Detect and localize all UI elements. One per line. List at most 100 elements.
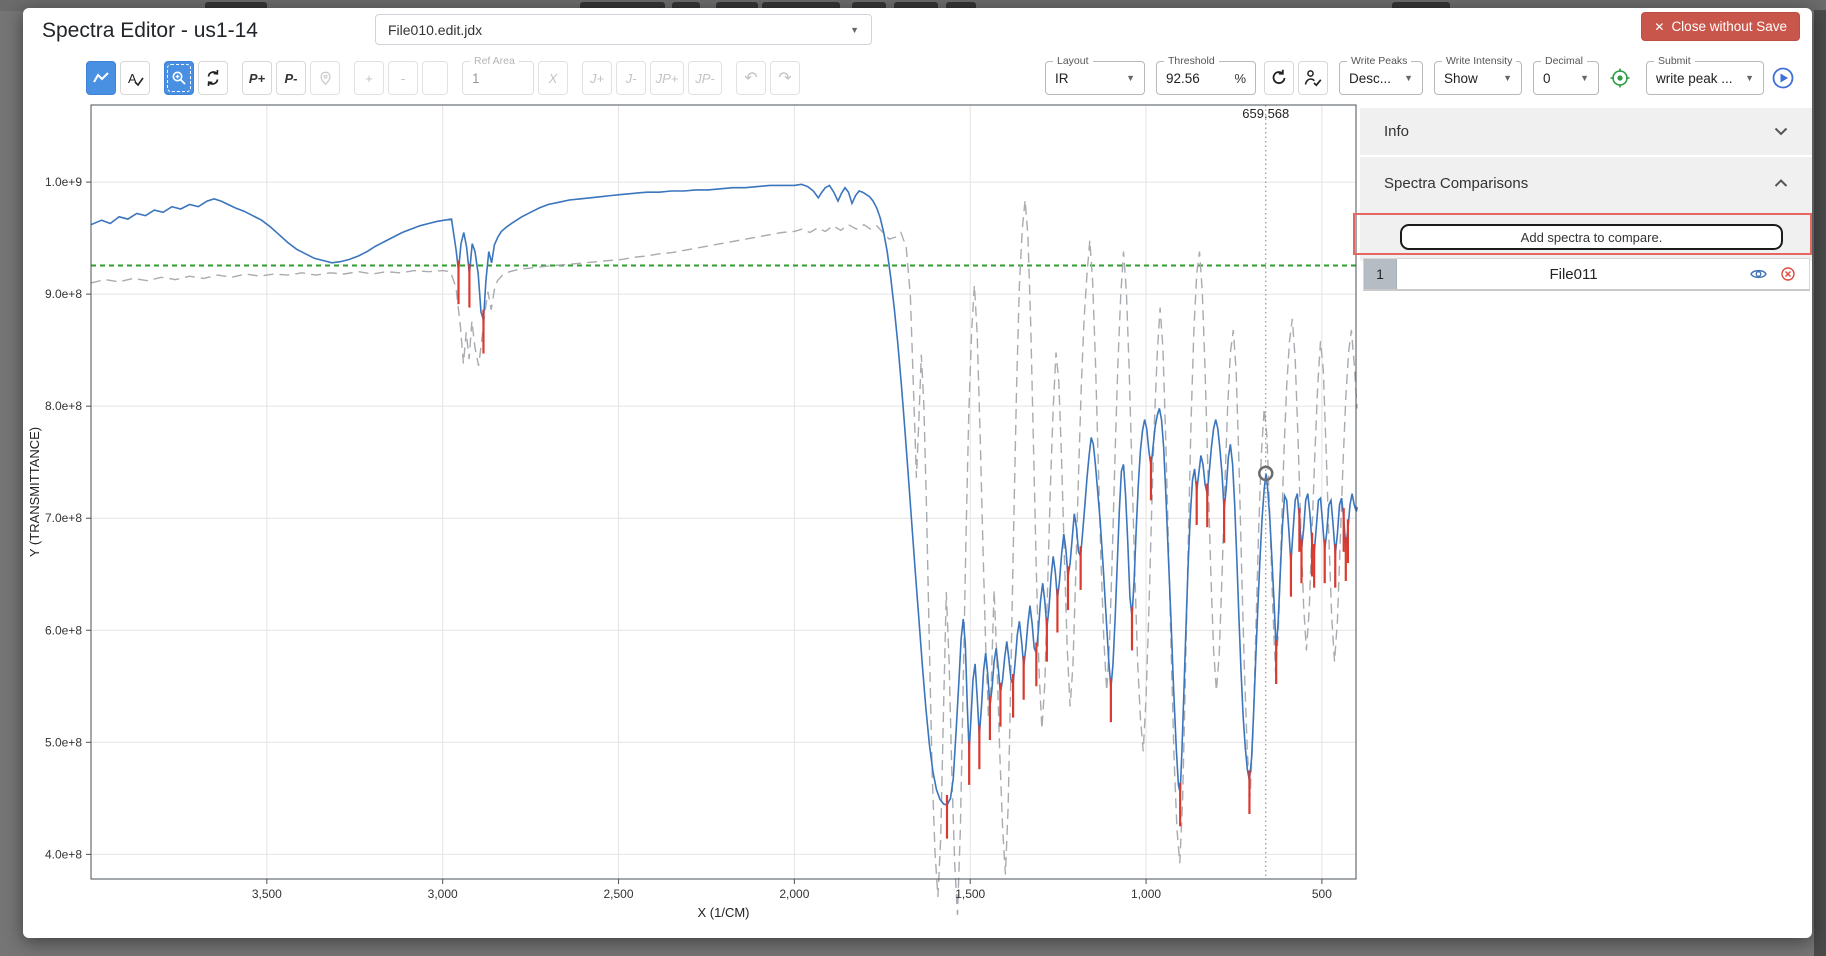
y-tick-label: 7.0e+8: [45, 511, 82, 525]
plot-border: [91, 105, 1356, 879]
layout-label: Layout: [1053, 55, 1093, 67]
auto-pick-peaks-button[interactable]: [1298, 61, 1328, 95]
ref-area-label: Ref Area: [470, 55, 519, 67]
layout-value: IR: [1055, 71, 1069, 86]
threshold-label: Threshold: [1164, 55, 1219, 67]
comparison-row[interactable]: 1 File011: [1363, 258, 1810, 291]
y-tick-label: 4.0e+8: [45, 847, 82, 861]
close-icon: ✕: [1654, 20, 1664, 34]
y-tick-label: 6.0e+8: [45, 623, 82, 637]
decimal-label: Decimal: [1541, 55, 1587, 67]
x-tick-label: 1,000: [1131, 887, 1161, 901]
add-spectra-button[interactable]: Add spectra to compare.: [1400, 224, 1783, 250]
undo-icon: ↶: [744, 68, 757, 88]
zoom-select-dashed-frame: [167, 64, 191, 92]
spectra-editor-dialog: Spectra Editor - us1-14 File010.edit.jdx…: [23, 8, 1812, 938]
chevron-down-icon: ▼: [1495, 73, 1512, 83]
chevron-down-icon: ▼: [850, 25, 859, 35]
reset-zoom-icon: [204, 69, 222, 87]
person-check-icon: [1304, 69, 1322, 87]
comparison-row-index: 1: [1364, 259, 1397, 289]
chevron-down-icon: ▼: [1572, 73, 1589, 83]
location-pin-icon: [318, 70, 333, 87]
spectra-comparisons-section: Spectra Comparisons Add spectra to compa…: [1360, 157, 1812, 261]
write-peaks-select[interactable]: Write Peaks Desc... ▼: [1339, 61, 1423, 95]
decimal-select[interactable]: Decimal 0 ▼: [1533, 61, 1599, 95]
y-axis-title: Y (TRANSMITTANCE): [27, 427, 42, 557]
close-button-label: Close without Save: [1671, 19, 1787, 34]
reset-zoom-button[interactable]: [198, 61, 228, 95]
circle-x-icon: [1781, 267, 1795, 281]
threshold-field[interactable]: Threshold 92.56 %: [1156, 61, 1256, 95]
refresh-icon: [1270, 69, 1288, 87]
write-peaks-label: Write Peaks: [1347, 55, 1411, 67]
chevron-down-icon: ▼: [1118, 73, 1135, 83]
peak-add-button[interactable]: P+: [242, 61, 272, 95]
x-tick-label: 2,000: [779, 887, 809, 901]
threshold-value: 92.56: [1166, 71, 1200, 86]
undo-button[interactable]: ↶: [736, 61, 766, 95]
write-intensity-value: Show: [1444, 71, 1478, 86]
ref-area-value: 1: [472, 71, 480, 86]
page-title: Spectra Editor - us1-14: [42, 19, 258, 43]
chevron-down-icon: ▼: [1396, 73, 1413, 83]
chevron-down-icon: ▼: [1737, 73, 1754, 83]
x-mode-button[interactable]: X: [538, 61, 568, 95]
write-intensity-select[interactable]: Write Intensity Show ▼: [1434, 61, 1522, 95]
x-tick-label: 1,500: [955, 887, 985, 901]
y-tick-label: 5.0e+8: [45, 735, 82, 749]
cursor-marker: [1259, 467, 1272, 480]
spectrum-file-select[interactable]: File010.edit.jdx ▼: [375, 14, 872, 45]
close-without-save-button[interactable]: ✕ Close without Save: [1641, 12, 1800, 41]
crosshair-target-icon: [1610, 68, 1630, 88]
auto-assign-button[interactable]: A: [120, 61, 150, 95]
layout-select[interactable]: Layout IR ▼: [1045, 61, 1145, 95]
jp-remove-button[interactable]: JP-: [688, 61, 722, 95]
chevron-down-icon: [1774, 127, 1788, 136]
submit-value: write peak ...: [1656, 71, 1733, 86]
line-chart-icon: [92, 70, 110, 86]
redo-icon: ↷: [778, 68, 791, 88]
window-right-edge: [1814, 10, 1826, 956]
comparisons-header-label[interactable]: Spectra Comparisons: [1384, 175, 1528, 192]
y-tick-label: 1.0e+9: [45, 175, 82, 189]
info-accordion-header[interactable]: Info: [1360, 108, 1812, 155]
spectrum-file-select-value: File010.edit.jdx: [388, 22, 482, 38]
factor-input[interactable]: [422, 61, 448, 95]
jp-add-button[interactable]: JP+: [650, 61, 684, 95]
submit-label: Submit: [1654, 55, 1695, 67]
chevron-up-icon[interactable]: [1774, 179, 1788, 188]
target-position-button[interactable]: [1605, 61, 1635, 95]
j-remove-button[interactable]: J-: [616, 61, 646, 95]
decimal-value: 0: [1543, 71, 1551, 86]
y-tick-label: 9.0e+8: [45, 287, 82, 301]
decrease-button[interactable]: -: [388, 61, 418, 95]
peak-remove-button[interactable]: P-: [276, 61, 306, 95]
refresh-threshold-button[interactable]: [1264, 61, 1294, 95]
x-tick-label: 2,500: [604, 887, 634, 901]
j-add-button[interactable]: J+: [582, 61, 612, 95]
magnifier-plus-icon: [171, 70, 187, 86]
x-tick-label: 3,000: [428, 887, 458, 901]
toolbar: A: [86, 58, 1798, 98]
cursor-label: 659.568: [1242, 106, 1289, 121]
remove-comparison-button[interactable]: [1781, 267, 1795, 281]
submit-select[interactable]: Submit write peak ... ▼: [1646, 61, 1764, 95]
redo-button[interactable]: ↷: [770, 61, 800, 95]
info-header-label: Info: [1384, 123, 1409, 140]
write-peaks-value: Desc...: [1349, 71, 1391, 86]
pin-button[interactable]: [310, 61, 340, 95]
y-tick-label: 8.0e+8: [45, 399, 82, 413]
x-axis-title: X (1/CM): [698, 905, 750, 920]
increase-button[interactable]: +: [354, 61, 384, 95]
threshold-unit: %: [1224, 71, 1246, 86]
zoom-select-button[interactable]: [164, 61, 194, 95]
submit-run-button[interactable]: [1768, 61, 1798, 95]
comparison-spectrum-line: [91, 200, 1357, 915]
eye-icon: [1750, 268, 1767, 280]
toggle-visibility-button[interactable]: [1750, 268, 1767, 280]
ref-area-field[interactable]: Ref Area 1: [462, 61, 534, 95]
x-tick-label: 500: [1312, 887, 1332, 901]
comparison-row-name: File011: [1397, 259, 1750, 289]
line-mode-button[interactable]: [86, 61, 116, 95]
